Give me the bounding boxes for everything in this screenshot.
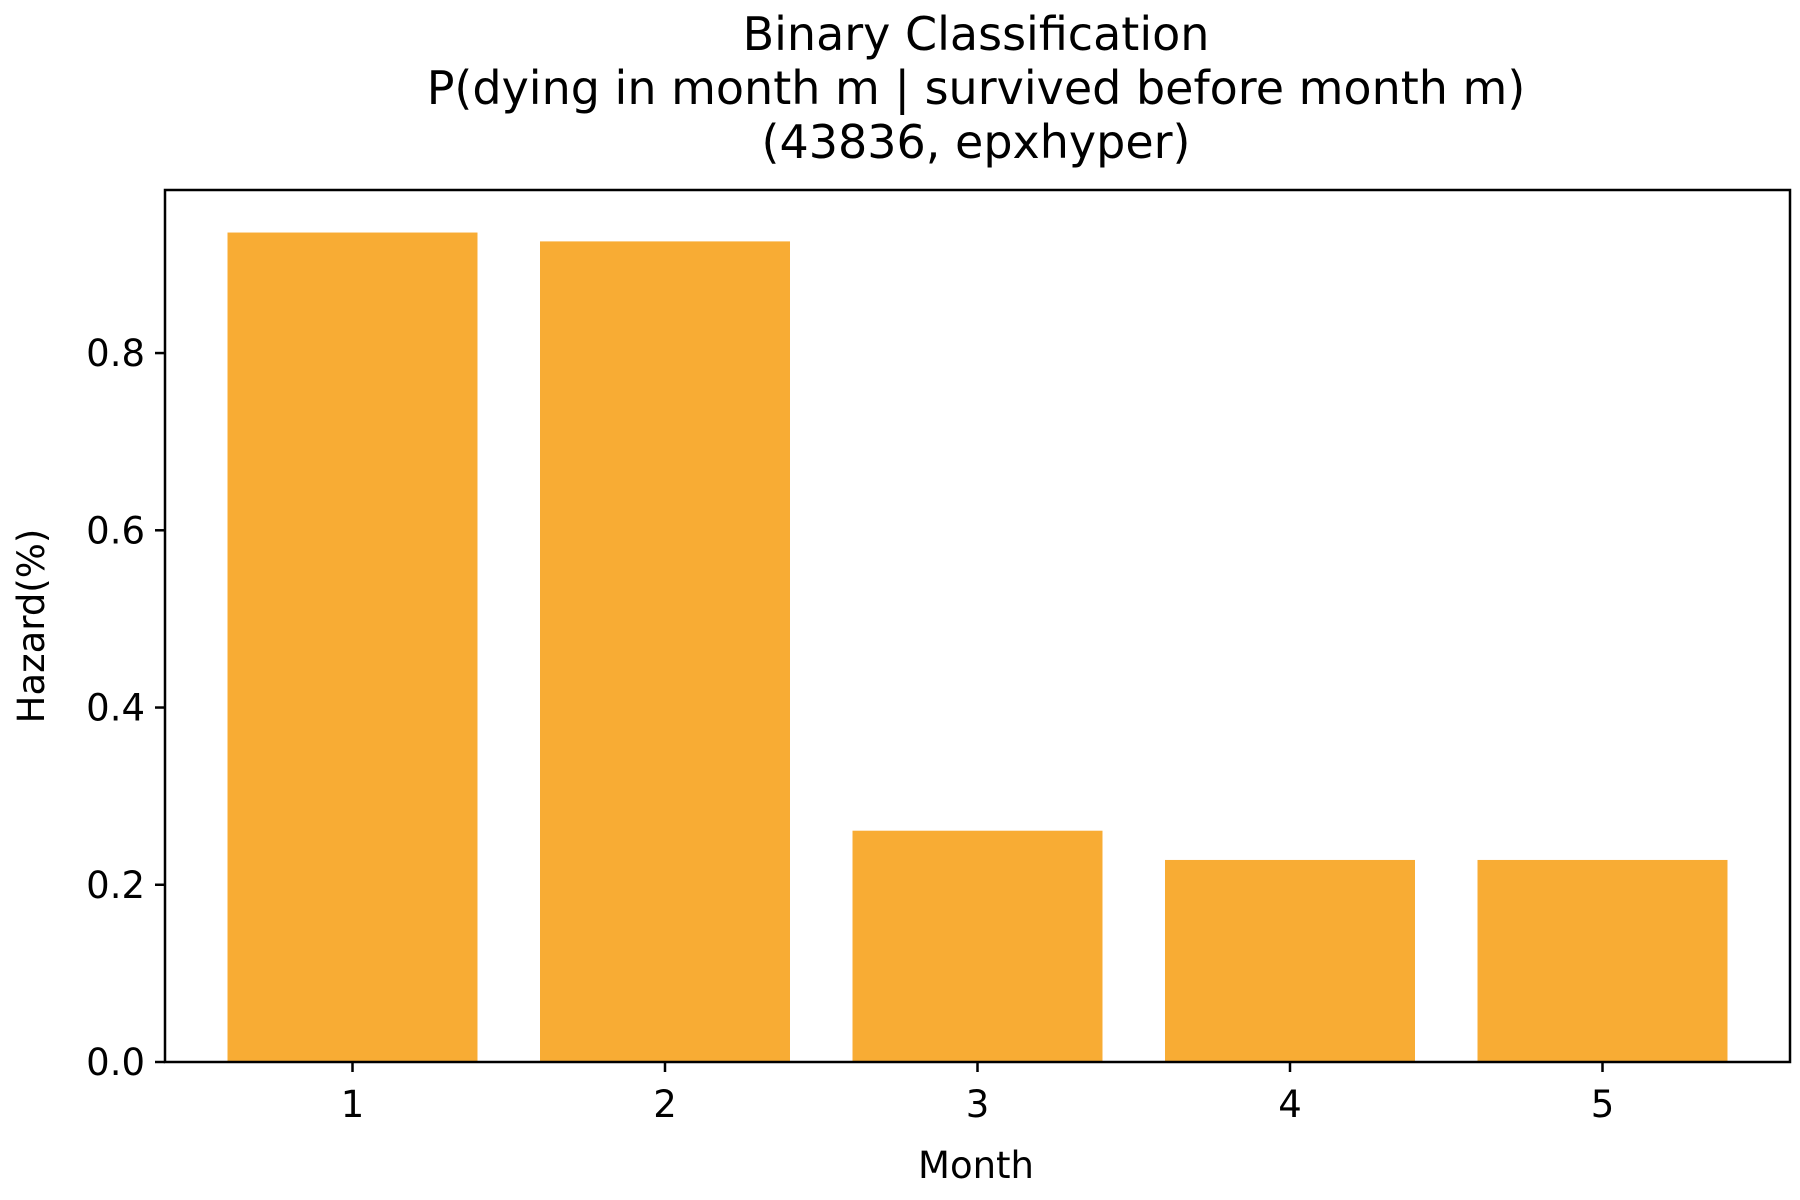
y-tick-label: 0.0	[86, 1041, 145, 1084]
x-axis: 1 2 3 4 5	[341, 1062, 1615, 1126]
x-tick-label: 1	[341, 1083, 365, 1126]
y-axis: 0.0 0.2 0.4 0.6 0.8	[86, 332, 165, 1084]
x-tick-label: 4	[1278, 1083, 1302, 1126]
chart-title: Binary Classification P(dying in month m…	[427, 7, 1526, 169]
y-tick-label: 0.8	[86, 332, 145, 375]
bars-layer	[227, 232, 1728, 1062]
bar-month-1	[227, 232, 478, 1062]
y-tick-label: 0.2	[86, 864, 145, 907]
x-tick-label: 3	[966, 1083, 990, 1126]
y-axis-label: Hazard(%)	[10, 529, 53, 724]
bar-month-4	[1165, 859, 1415, 1062]
chart-title-line-3: (43836, epxhyper)	[762, 115, 1191, 169]
bar-month-5	[1477, 859, 1728, 1062]
x-tick-label: 2	[653, 1083, 677, 1126]
bar-month-2	[540, 241, 790, 1062]
x-tick-label: 5	[1591, 1083, 1615, 1126]
bar-month-3	[852, 830, 1103, 1062]
y-tick-label: 0.4	[86, 687, 145, 730]
chart-title-line-2: P(dying in month m | survived before mon…	[427, 61, 1526, 116]
chart-title-line-1: Binary Classification	[743, 7, 1210, 61]
y-tick-label: 0.6	[86, 509, 145, 552]
x-axis-label: Month	[918, 1144, 1034, 1187]
